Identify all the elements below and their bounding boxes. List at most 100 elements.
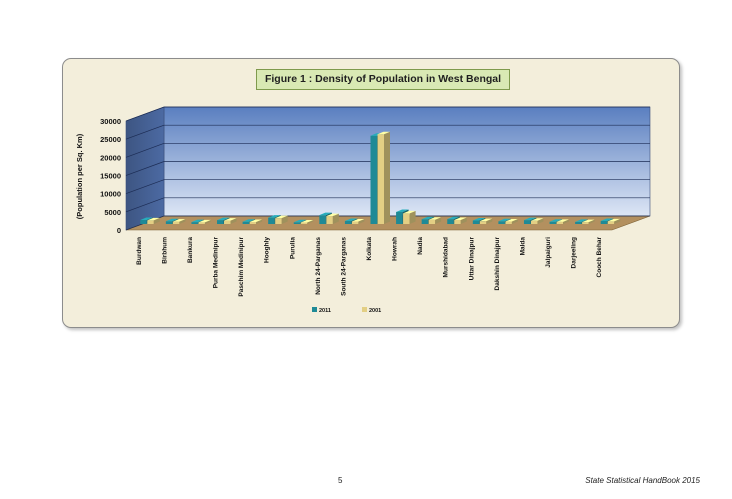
bar-front — [498, 221, 505, 224]
bar-2001 — [505, 219, 518, 224]
bar-top — [447, 216, 460, 220]
bar-front — [403, 213, 410, 224]
bar-side — [537, 218, 544, 224]
bar-top — [172, 219, 186, 222]
y-tick-label: 20000 — [100, 153, 121, 162]
category-label: Hooghly — [264, 237, 271, 263]
category-label: Malda — [519, 237, 526, 256]
bar-top — [191, 219, 204, 223]
bar-front — [454, 219, 461, 224]
bar-front — [217, 220, 224, 224]
bar-side — [307, 220, 314, 224]
bar-front — [242, 221, 250, 224]
bar-top — [326, 213, 339, 217]
bar-side — [563, 219, 570, 224]
bar-front — [319, 215, 326, 224]
bar-2001 — [428, 217, 442, 224]
bar-2001 — [172, 219, 186, 224]
bar-2001 — [582, 219, 595, 224]
bar-front — [344, 221, 352, 224]
bar-front — [421, 219, 429, 224]
bar-front — [191, 222, 198, 224]
category-label: Kolkata — [366, 237, 373, 261]
category-label: Jalpaiguri — [545, 237, 552, 268]
bar-front — [147, 220, 154, 224]
bar-top — [165, 218, 179, 222]
bar-front — [549, 221, 557, 224]
bar-top — [582, 219, 595, 223]
bar-side — [204, 219, 211, 224]
y-tick-label: 0 — [117, 226, 121, 235]
y-tick-label: 25000 — [100, 135, 121, 144]
bar-2001 — [403, 210, 416, 224]
bar-top — [217, 217, 230, 221]
bar-front — [607, 221, 615, 224]
bar-2001 — [479, 218, 493, 224]
bar-front — [575, 221, 582, 224]
bar-top — [523, 217, 537, 221]
bar-top — [479, 218, 493, 222]
gridline-side — [125, 124, 165, 140]
bar-top — [351, 218, 365, 222]
bar-front — [582, 222, 589, 224]
bar-front — [523, 220, 531, 224]
bar-front — [428, 219, 436, 224]
bar-front — [479, 221, 487, 224]
bar-top — [530, 218, 544, 221]
category-label: Dakshin Dinajpur — [494, 237, 501, 291]
bar-2001 — [351, 218, 365, 224]
bar-front — [293, 222, 301, 224]
publication-title: State Statistical HandBook 2015 — [585, 476, 700, 485]
bar-front — [447, 219, 454, 224]
category-label: Burdwan — [136, 237, 143, 265]
bar-2001 — [300, 220, 314, 224]
gridline-side — [125, 106, 165, 122]
bar-2001 — [454, 217, 467, 224]
legend-swatch-2011 — [312, 307, 317, 312]
category-label: Darjeeling — [571, 237, 578, 268]
category-label: Howrah — [392, 237, 399, 261]
category-label: Murshidabad — [443, 237, 450, 277]
bar-top — [403, 210, 416, 214]
bar-2001 — [607, 218, 621, 224]
y-axis-title: (Population per Sq. Km) — [75, 133, 84, 219]
bar-front — [198, 222, 205, 224]
category-label: Purulia — [289, 237, 296, 259]
bar-2001 — [275, 215, 288, 224]
bar-top — [556, 219, 570, 222]
bar-side — [384, 131, 390, 224]
bar-front — [370, 135, 377, 224]
y-tick-label: 5000 — [104, 208, 121, 217]
bar-top — [575, 219, 588, 222]
bar-top — [224, 218, 237, 221]
bar-top — [249, 219, 263, 222]
bar-top — [147, 217, 160, 221]
category-label: North 24-Parganas — [315, 237, 322, 295]
bar-side — [588, 219, 595, 224]
category-label: South 24-Parganas — [340, 237, 347, 296]
category-label: Purba Medinipur — [213, 237, 220, 289]
bar-2001 — [224, 218, 237, 224]
bar-2001 — [147, 217, 160, 224]
bar-front — [275, 218, 282, 224]
category-label: Paschim Medinipur — [238, 237, 245, 297]
gridline-side — [125, 143, 165, 158]
bar-top — [344, 218, 358, 222]
bar-top — [472, 218, 486, 221]
bar-side — [256, 219, 263, 224]
bar-side — [281, 215, 288, 224]
bar-top — [607, 218, 621, 222]
bar-front — [351, 221, 359, 224]
bar-top — [421, 216, 435, 220]
bar-top — [300, 220, 314, 223]
bar-front — [396, 211, 403, 224]
bar-front — [224, 220, 231, 224]
bar-top — [268, 215, 281, 218]
bar-top — [319, 212, 332, 216]
bar-top — [600, 218, 614, 221]
category-label: Nadia — [417, 237, 424, 255]
gridline-side — [125, 197, 165, 213]
bar-top — [293, 219, 307, 223]
bar-side — [358, 218, 365, 224]
